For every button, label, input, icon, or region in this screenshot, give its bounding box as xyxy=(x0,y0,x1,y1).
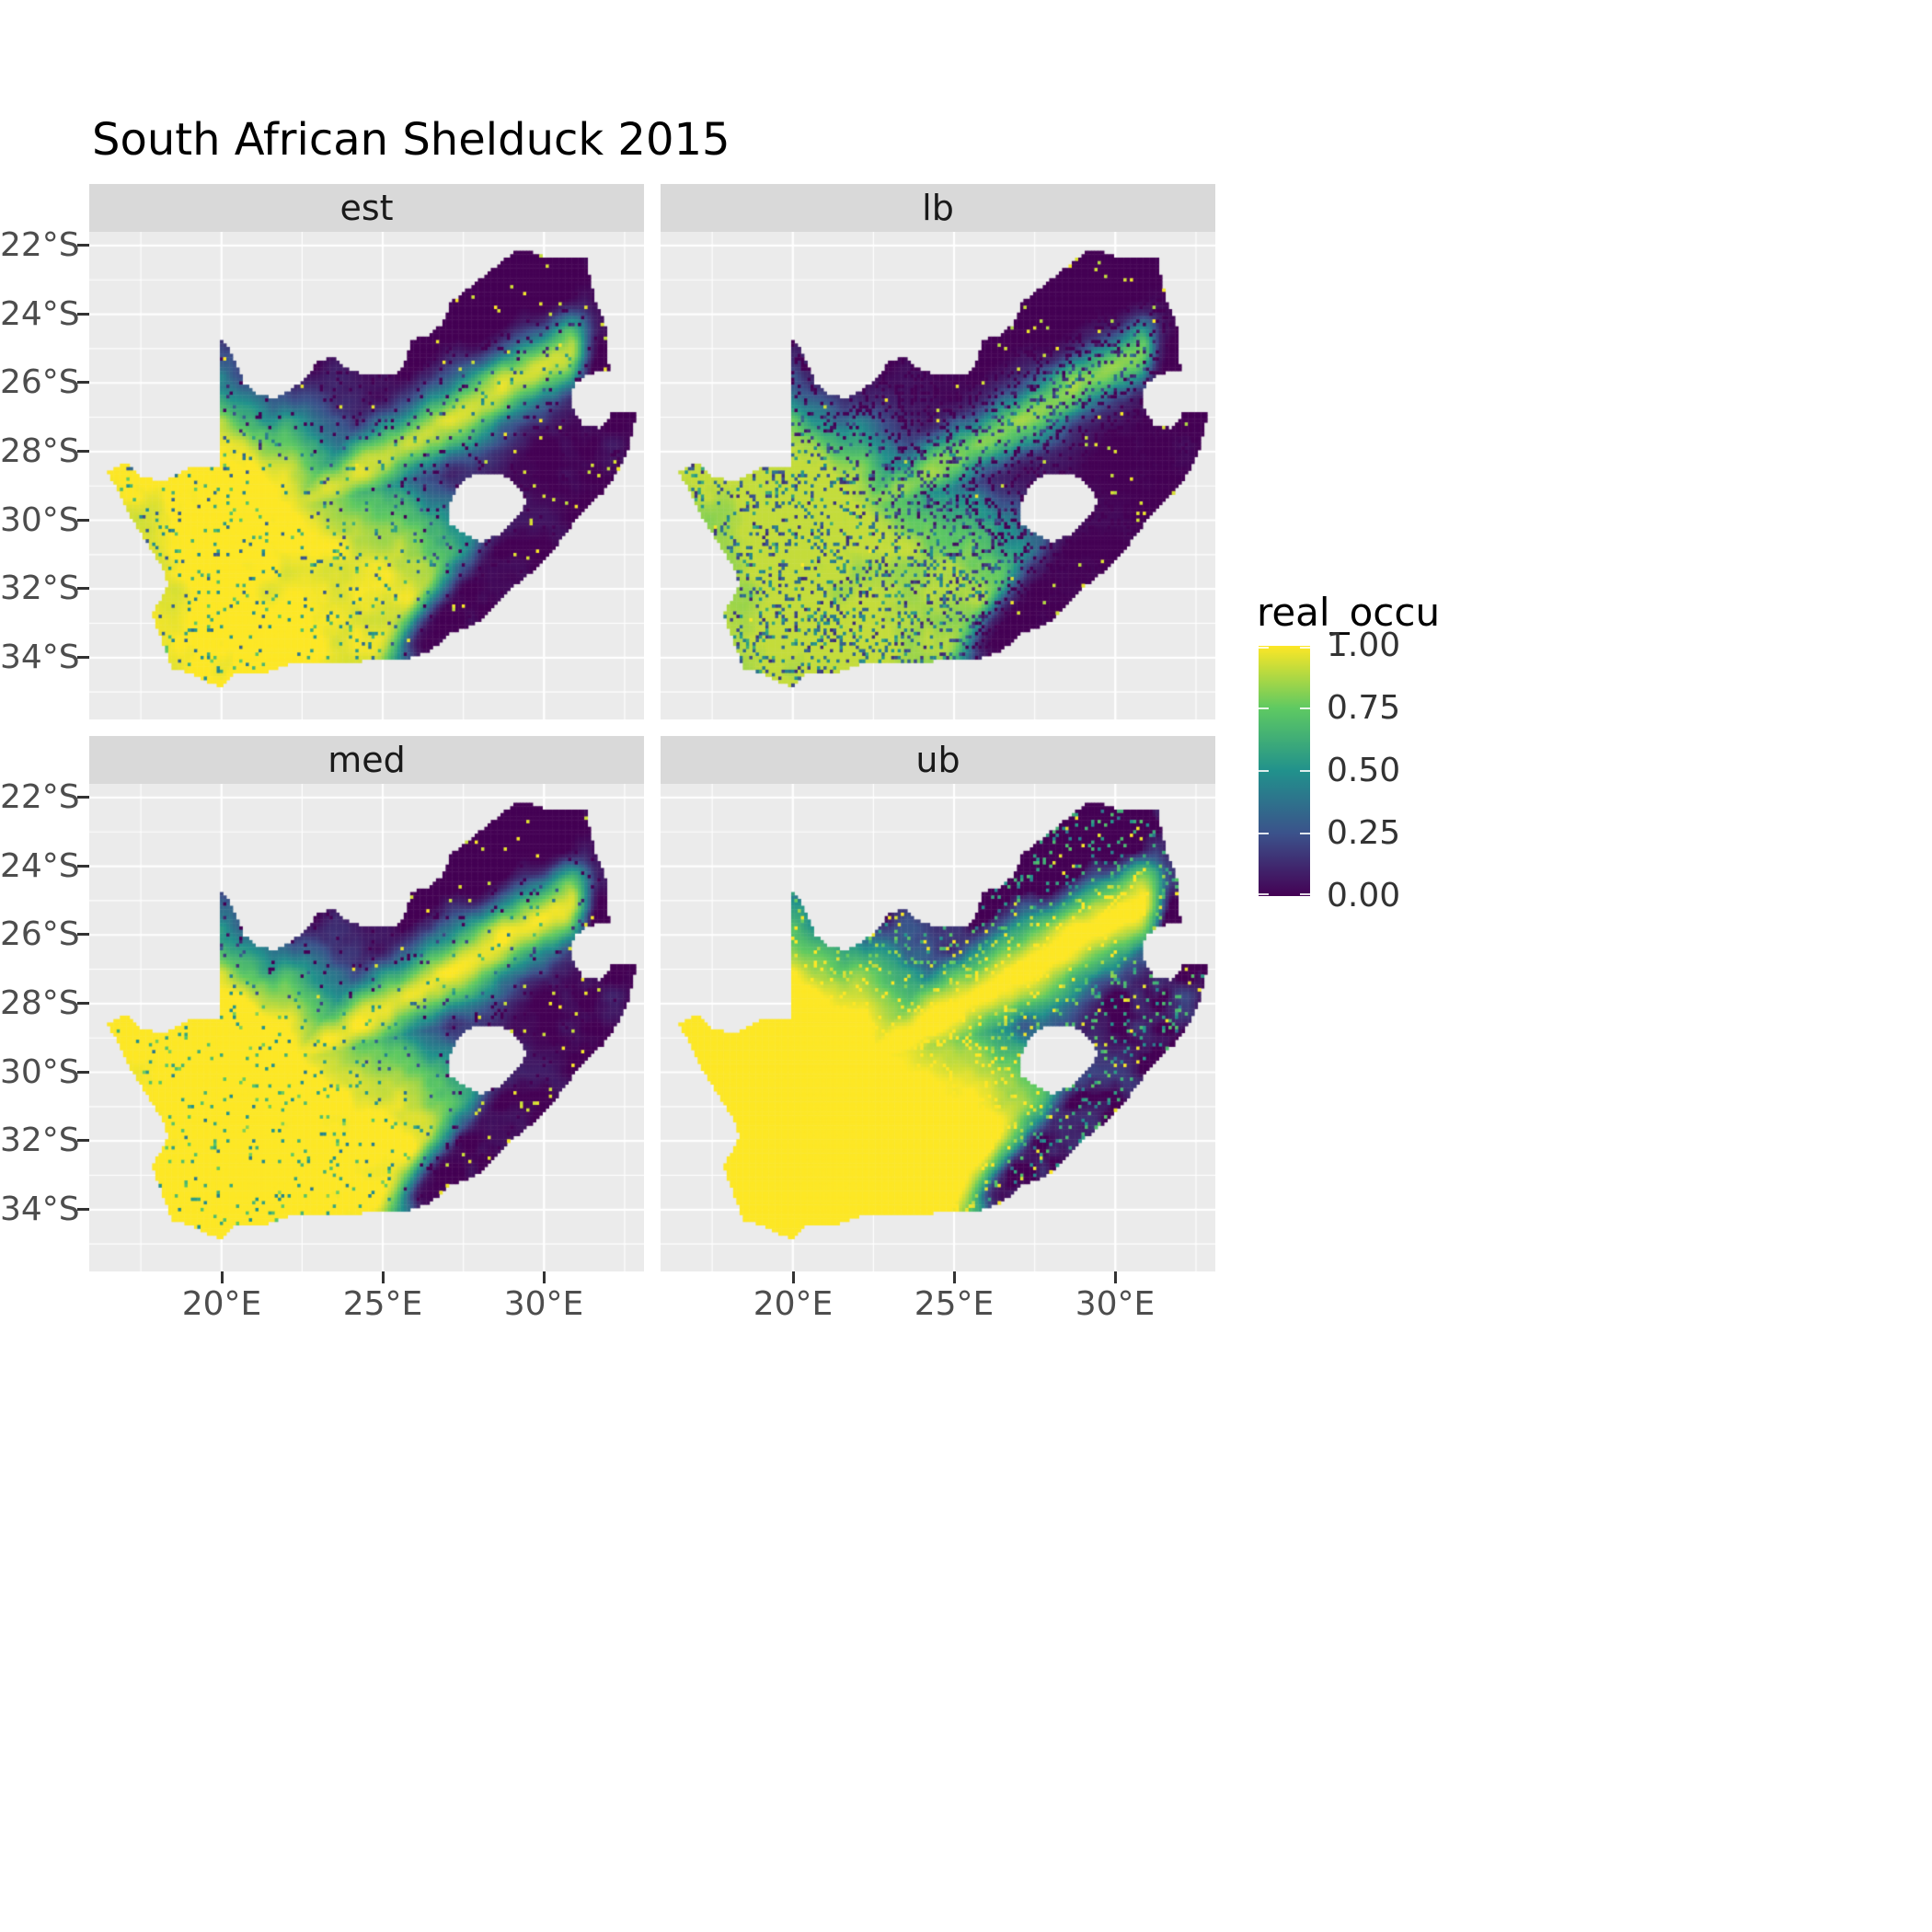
x-axis-label: 25°E xyxy=(914,1285,995,1323)
y-axis-label: 28°S xyxy=(0,984,80,1022)
x-tick-mark xyxy=(221,1271,224,1283)
legend-label: 0.00 xyxy=(1327,877,1401,914)
legend-tick-mark xyxy=(1259,707,1269,709)
y-axis-label: 22°S xyxy=(0,226,80,264)
x-tick-mark xyxy=(382,1271,385,1283)
y-tick-mark xyxy=(77,381,89,384)
legend-label: 0.75 xyxy=(1327,689,1401,727)
y-tick-mark xyxy=(77,1071,89,1074)
legend-title: real_occu xyxy=(1257,590,1441,635)
legend-label: 0.25 xyxy=(1327,814,1401,852)
plot-title: South African Shelduck 2015 xyxy=(92,114,730,166)
legend-tick-mark xyxy=(1259,893,1269,895)
facet-strip-med: med xyxy=(89,736,644,784)
panel-med xyxy=(89,784,644,1271)
y-axis-label: 30°S xyxy=(0,1053,80,1091)
legend-tick-mark xyxy=(1259,647,1269,649)
facet-strip-ub: ub xyxy=(661,736,1215,784)
y-axis-label: 24°S xyxy=(0,295,80,333)
legend-tick-mark xyxy=(1259,770,1269,772)
map-canvas-ub xyxy=(661,784,1215,1271)
legend-tick-mark xyxy=(1300,707,1310,709)
y-axis-label: 32°S xyxy=(0,569,80,607)
y-axis-label: 32°S xyxy=(0,1121,80,1159)
x-axis-label: 25°E xyxy=(342,1285,423,1323)
map-canvas-med xyxy=(89,784,644,1271)
y-tick-mark xyxy=(77,796,89,799)
y-tick-mark xyxy=(77,933,89,936)
y-axis-label: 34°S xyxy=(0,638,80,676)
legend-label: 0.50 xyxy=(1327,752,1401,789)
y-axis-label: 26°S xyxy=(0,915,80,953)
y-axis-label: 30°S xyxy=(0,501,80,539)
legend-tick-mark xyxy=(1259,833,1269,834)
y-tick-mark xyxy=(77,313,89,316)
y-tick-mark xyxy=(77,1139,89,1142)
map-canvas-lb xyxy=(661,232,1215,719)
legend-label: 1.00 xyxy=(1327,627,1401,664)
map-canvas-est xyxy=(89,232,644,719)
y-tick-mark xyxy=(77,1208,89,1211)
x-axis-label: 20°E xyxy=(753,1285,834,1323)
legend-tick-mark xyxy=(1300,893,1310,895)
x-axis-label: 20°E xyxy=(181,1285,262,1323)
y-tick-mark xyxy=(77,519,89,522)
facet-strip-lb: lb xyxy=(661,184,1215,232)
y-axis-label: 22°S xyxy=(0,778,80,816)
legend-tick-mark xyxy=(1300,833,1310,834)
legend-tick-mark xyxy=(1300,770,1310,772)
y-axis-label: 24°S xyxy=(0,847,80,885)
panel-lb xyxy=(661,232,1215,719)
legend-colorbar xyxy=(1259,646,1310,896)
y-axis-label: 28°S xyxy=(0,432,80,470)
x-axis-label: 30°E xyxy=(1075,1285,1156,1323)
x-tick-mark xyxy=(953,1271,956,1283)
panel-est xyxy=(89,232,644,719)
y-axis-label: 34°S xyxy=(0,1190,80,1228)
x-tick-mark xyxy=(792,1271,795,1283)
y-axis-label: 26°S xyxy=(0,363,80,401)
facet-strip-est: est xyxy=(89,184,644,232)
y-tick-mark xyxy=(77,244,89,247)
x-tick-mark xyxy=(1114,1271,1117,1283)
y-tick-mark xyxy=(77,865,89,868)
y-tick-mark xyxy=(77,1002,89,1005)
y-tick-mark xyxy=(77,587,89,590)
legend-tick-mark xyxy=(1300,647,1310,649)
x-tick-mark xyxy=(543,1271,546,1283)
panel-ub xyxy=(661,784,1215,1271)
y-tick-mark xyxy=(77,656,89,659)
y-tick-mark xyxy=(77,450,89,453)
x-axis-label: 30°E xyxy=(503,1285,584,1323)
